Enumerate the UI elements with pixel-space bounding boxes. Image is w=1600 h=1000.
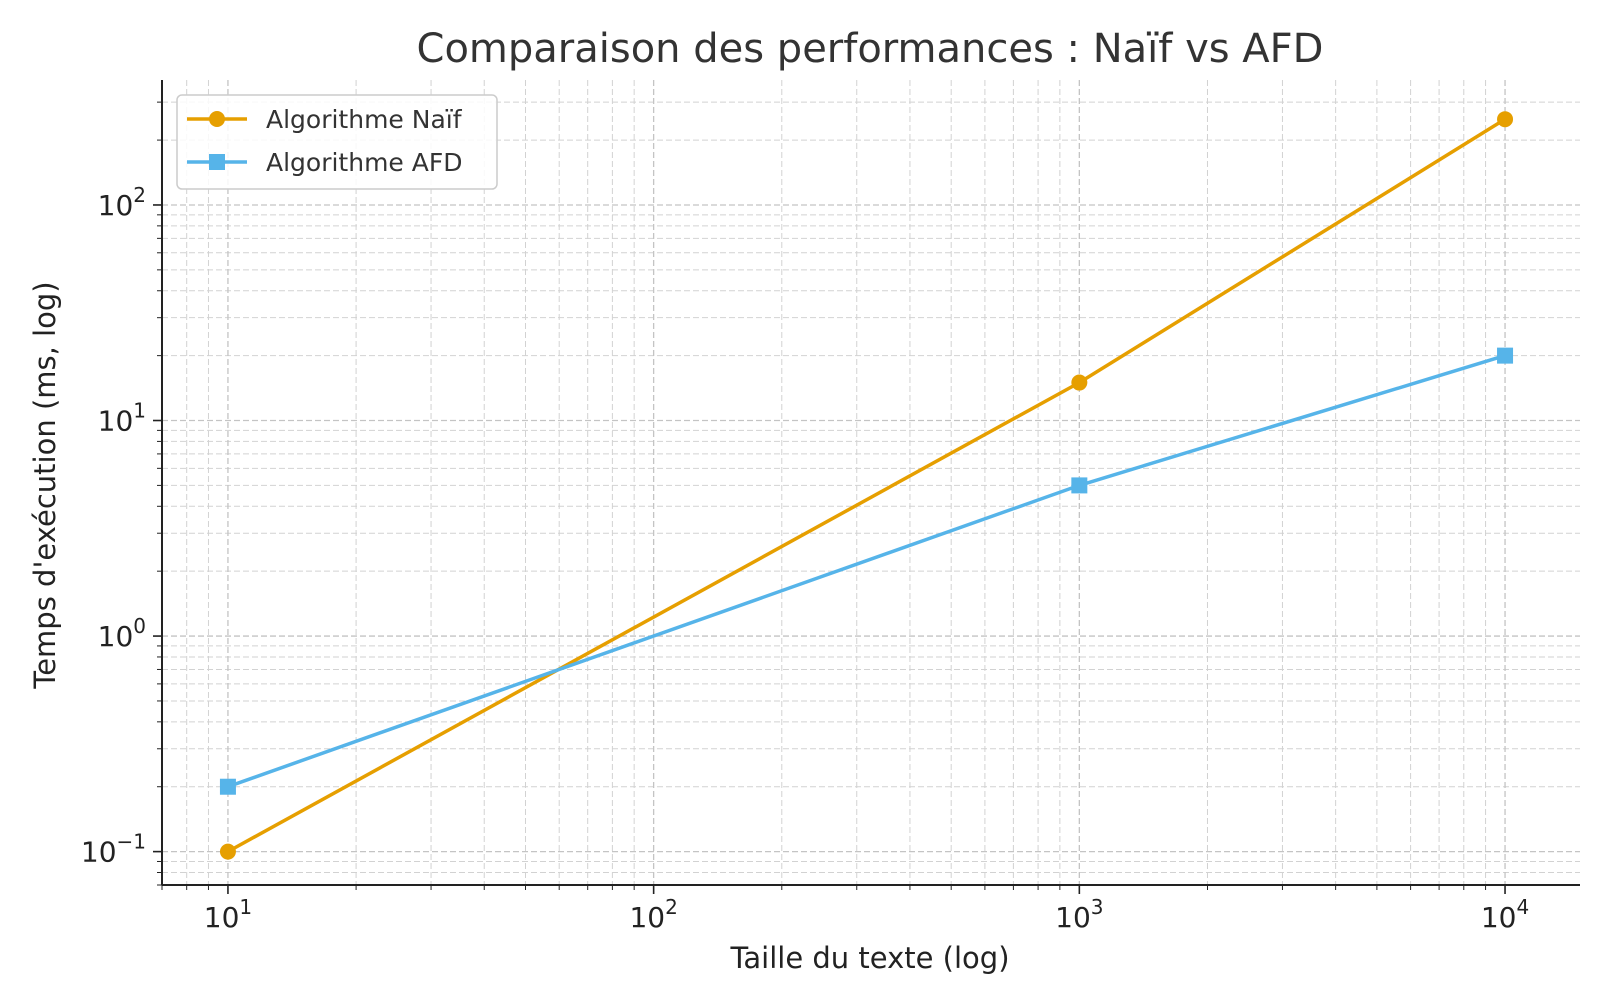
legend-label: Algorithme Naïf bbox=[266, 105, 463, 134]
data-point bbox=[1497, 347, 1514, 364]
axes bbox=[161, 80, 1580, 886]
y-tick-label: 101 bbox=[98, 399, 146, 438]
x-tick-label: 101 bbox=[204, 895, 252, 934]
y-tick-label: 100 bbox=[98, 614, 146, 653]
legend-marker bbox=[209, 154, 225, 170]
data-point bbox=[219, 778, 236, 795]
data-point bbox=[1071, 477, 1088, 494]
legend-marker bbox=[209, 111, 225, 127]
data-point bbox=[219, 843, 236, 860]
x-axis-label: Taille du texte (log) bbox=[729, 941, 1009, 975]
series-2 bbox=[219, 347, 1514, 795]
legend-label: Algorithme AFD bbox=[266, 148, 463, 177]
y-tick-label: 102 bbox=[98, 183, 146, 222]
chart-title: Comparaison des performances : Naïf vs A… bbox=[417, 26, 1324, 72]
legend-entry: Algorithme Naïf bbox=[187, 105, 463, 134]
legend: Algorithme Naïf Algorithme AFD bbox=[176, 94, 498, 190]
y-tick-label: 10−1 bbox=[81, 830, 146, 869]
grid bbox=[161, 80, 1580, 886]
data-point bbox=[1071, 374, 1088, 391]
y-axis-label: Temps d'exécution (ms, log) bbox=[28, 281, 62, 689]
series-layer bbox=[219, 111, 1514, 860]
x-tick-label: 102 bbox=[629, 895, 677, 934]
x-tick-label: 104 bbox=[1481, 895, 1529, 934]
legend-box bbox=[176, 94, 498, 190]
x-tick-label: 103 bbox=[1055, 895, 1103, 934]
data-point bbox=[1497, 111, 1514, 128]
series-1 bbox=[219, 111, 1514, 860]
ticks: 101 102 103 104 10−1 100 101 102 bbox=[81, 101, 1529, 934]
legend-entry: Algorithme AFD bbox=[187, 148, 463, 177]
